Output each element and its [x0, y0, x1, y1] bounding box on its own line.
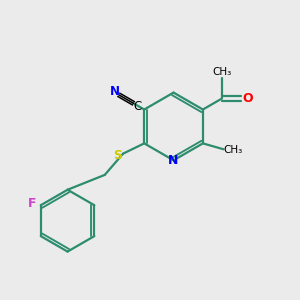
- Text: F: F: [28, 197, 36, 210]
- Text: C: C: [133, 100, 141, 113]
- Text: CH₃: CH₃: [223, 145, 242, 155]
- Text: N: N: [168, 154, 179, 167]
- Text: S: S: [113, 149, 122, 162]
- Text: N: N: [110, 85, 120, 98]
- Text: O: O: [242, 92, 253, 105]
- Text: CH₃: CH₃: [212, 67, 232, 77]
